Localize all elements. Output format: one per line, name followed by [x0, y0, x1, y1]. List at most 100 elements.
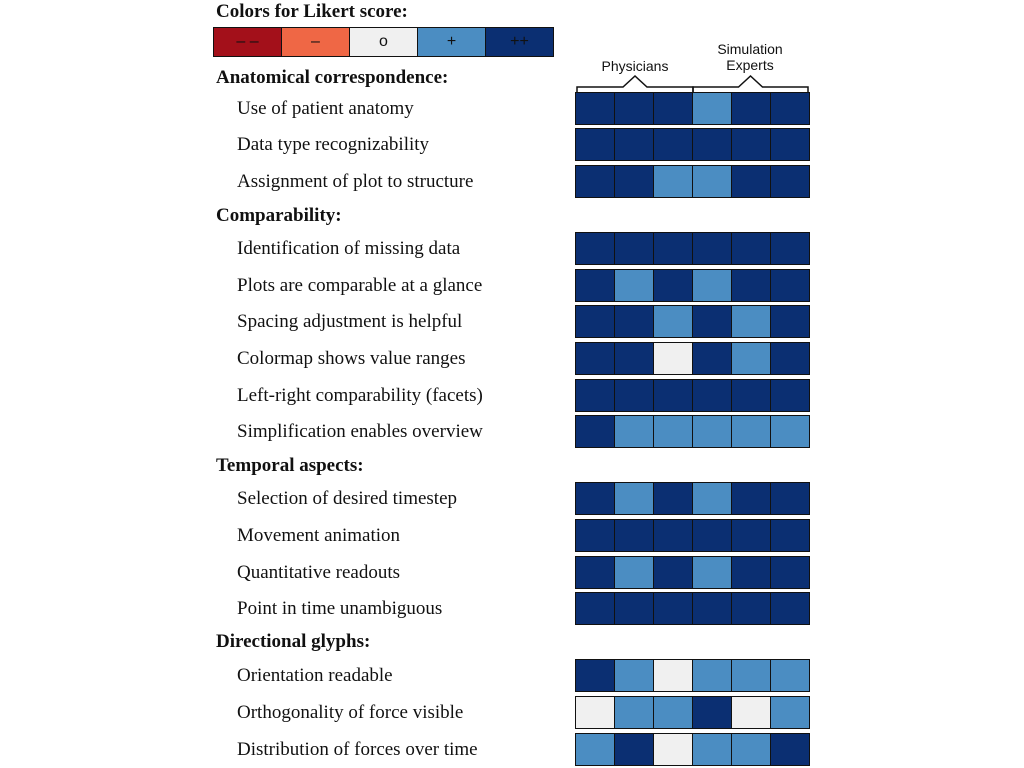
- heatmap-cell: [771, 483, 809, 514]
- heatmap-cell: [693, 343, 732, 374]
- heatmap-cell: [615, 557, 654, 588]
- heatmap-cell: [732, 129, 771, 160]
- heatmap-cell: [576, 734, 615, 765]
- heatmap-cell: [654, 483, 693, 514]
- heatmap-cell: [654, 660, 693, 691]
- heatmap-cell: [654, 557, 693, 588]
- heatmap-cell: [654, 233, 693, 264]
- heatmap-cell: [654, 306, 693, 337]
- heatmap-cell: [654, 520, 693, 551]
- heatmap-cell: [693, 166, 732, 197]
- heatmap-cell: [732, 697, 771, 728]
- heatmap-cell: [693, 270, 732, 301]
- heatmap-row: [575, 659, 810, 692]
- row-label: Simplification enables overview: [237, 421, 483, 442]
- heatmap-cell: [771, 306, 809, 337]
- row-label: Orthogonality of force visible: [237, 702, 464, 723]
- row-label: Assignment of plot to structure: [237, 171, 474, 192]
- legend-swatch: ++: [486, 28, 553, 56]
- legend-swatch: o: [350, 28, 418, 56]
- heatmap-row: [575, 379, 810, 412]
- heatmap-cell: [615, 593, 654, 624]
- heatmap-cell: [693, 557, 732, 588]
- heatmap-cell: [732, 380, 771, 411]
- row-label: Quantitative readouts: [237, 562, 401, 583]
- column-group-label-physicians: Physicians: [601, 58, 669, 74]
- heatmap-cell: [576, 520, 615, 551]
- group-title: Anatomical correspondence:: [216, 67, 449, 88]
- heatmap-cell: [576, 166, 615, 197]
- heatmap-cell: [654, 697, 693, 728]
- heatmap-cell: [615, 343, 654, 374]
- heatmap-cell: [654, 380, 693, 411]
- heatmap-cell: [732, 557, 771, 588]
- heatmap-row: [575, 128, 810, 161]
- heatmap-cell: [615, 166, 654, 197]
- heatmap-cell: [615, 306, 654, 337]
- legend-swatch: –: [282, 28, 350, 56]
- column-group-label-simulation-experts: Simulation Experts: [717, 41, 783, 73]
- heatmap-row: [575, 696, 810, 729]
- heatmap-cell: [654, 93, 693, 124]
- row-label: Orientation readable: [237, 665, 393, 686]
- heatmap-cell: [576, 343, 615, 374]
- heatmap-cell: [654, 129, 693, 160]
- row-label: Colormap shows value ranges: [237, 348, 466, 369]
- heatmap-cell: [732, 520, 771, 551]
- heatmap-cell: [771, 557, 809, 588]
- heatmap-cell: [615, 660, 654, 691]
- heatmap-cell: [615, 233, 654, 264]
- heatmap-cell: [732, 416, 771, 447]
- heatmap-cell: [576, 483, 615, 514]
- heatmap-cell: [693, 734, 732, 765]
- heatmap-cell: [771, 593, 809, 624]
- group-title: Directional glyphs:: [216, 631, 371, 652]
- heatmap-cell: [693, 416, 732, 447]
- heatmap-row: [575, 556, 810, 589]
- heatmap-cell: [693, 380, 732, 411]
- heatmap-row: [575, 733, 810, 766]
- heatmap-cell: [576, 270, 615, 301]
- heatmap-row: [575, 232, 810, 265]
- group-title: Temporal aspects:: [216, 455, 364, 476]
- heatmap-cell: [615, 697, 654, 728]
- row-label: Use of patient anatomy: [237, 98, 414, 119]
- brace-simulation-experts: [692, 74, 809, 93]
- heatmap-cell: [654, 734, 693, 765]
- row-label: Spacing adjustment is helpful: [237, 311, 463, 332]
- heatmap-row: [575, 415, 810, 448]
- heatmap-cell: [693, 129, 732, 160]
- heatmap-row: [575, 342, 810, 375]
- row-label: Movement animation: [237, 525, 401, 546]
- legend-swatch: – –: [214, 28, 282, 56]
- heatmap-cell: [771, 166, 809, 197]
- heatmap-cell: [771, 343, 809, 374]
- heatmap-cell: [576, 557, 615, 588]
- heatmap-cell: [615, 520, 654, 551]
- heatmap-cell: [732, 660, 771, 691]
- heatmap-cell: [615, 93, 654, 124]
- heatmap-cell: [771, 233, 809, 264]
- heatmap-cell: [615, 380, 654, 411]
- heatmap-cell: [771, 697, 809, 728]
- row-label: Plots are comparable at a glance: [237, 275, 483, 296]
- heatmap-cell: [576, 660, 615, 691]
- heatmap-cell: [771, 380, 809, 411]
- heatmap-row: [575, 92, 810, 125]
- heatmap-cell: [615, 416, 654, 447]
- row-label: Selection of desired timestep: [237, 488, 458, 509]
- column-group-braces: [576, 74, 809, 93]
- heatmap-cell: [615, 734, 654, 765]
- heatmap-cell: [693, 483, 732, 514]
- heatmap-cell: [771, 129, 809, 160]
- row-label: Distribution of forces over time: [237, 739, 478, 760]
- heatmap-cell: [693, 593, 732, 624]
- legend-swatch: +: [418, 28, 486, 56]
- row-label: Data type recognizability: [237, 134, 430, 155]
- heatmap-row: [575, 305, 810, 338]
- heatmap-cell: [576, 129, 615, 160]
- heatmap-cell: [732, 343, 771, 374]
- heatmap-cell: [732, 166, 771, 197]
- heatmap-cell: [771, 270, 809, 301]
- heatmap-cell: [771, 734, 809, 765]
